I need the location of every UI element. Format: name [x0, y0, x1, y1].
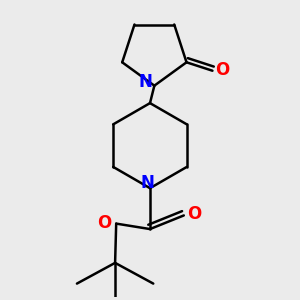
Text: N: N	[139, 74, 153, 92]
Text: O: O	[97, 214, 111, 232]
Text: O: O	[215, 61, 230, 79]
Text: O: O	[188, 205, 202, 223]
Text: N: N	[140, 174, 154, 192]
